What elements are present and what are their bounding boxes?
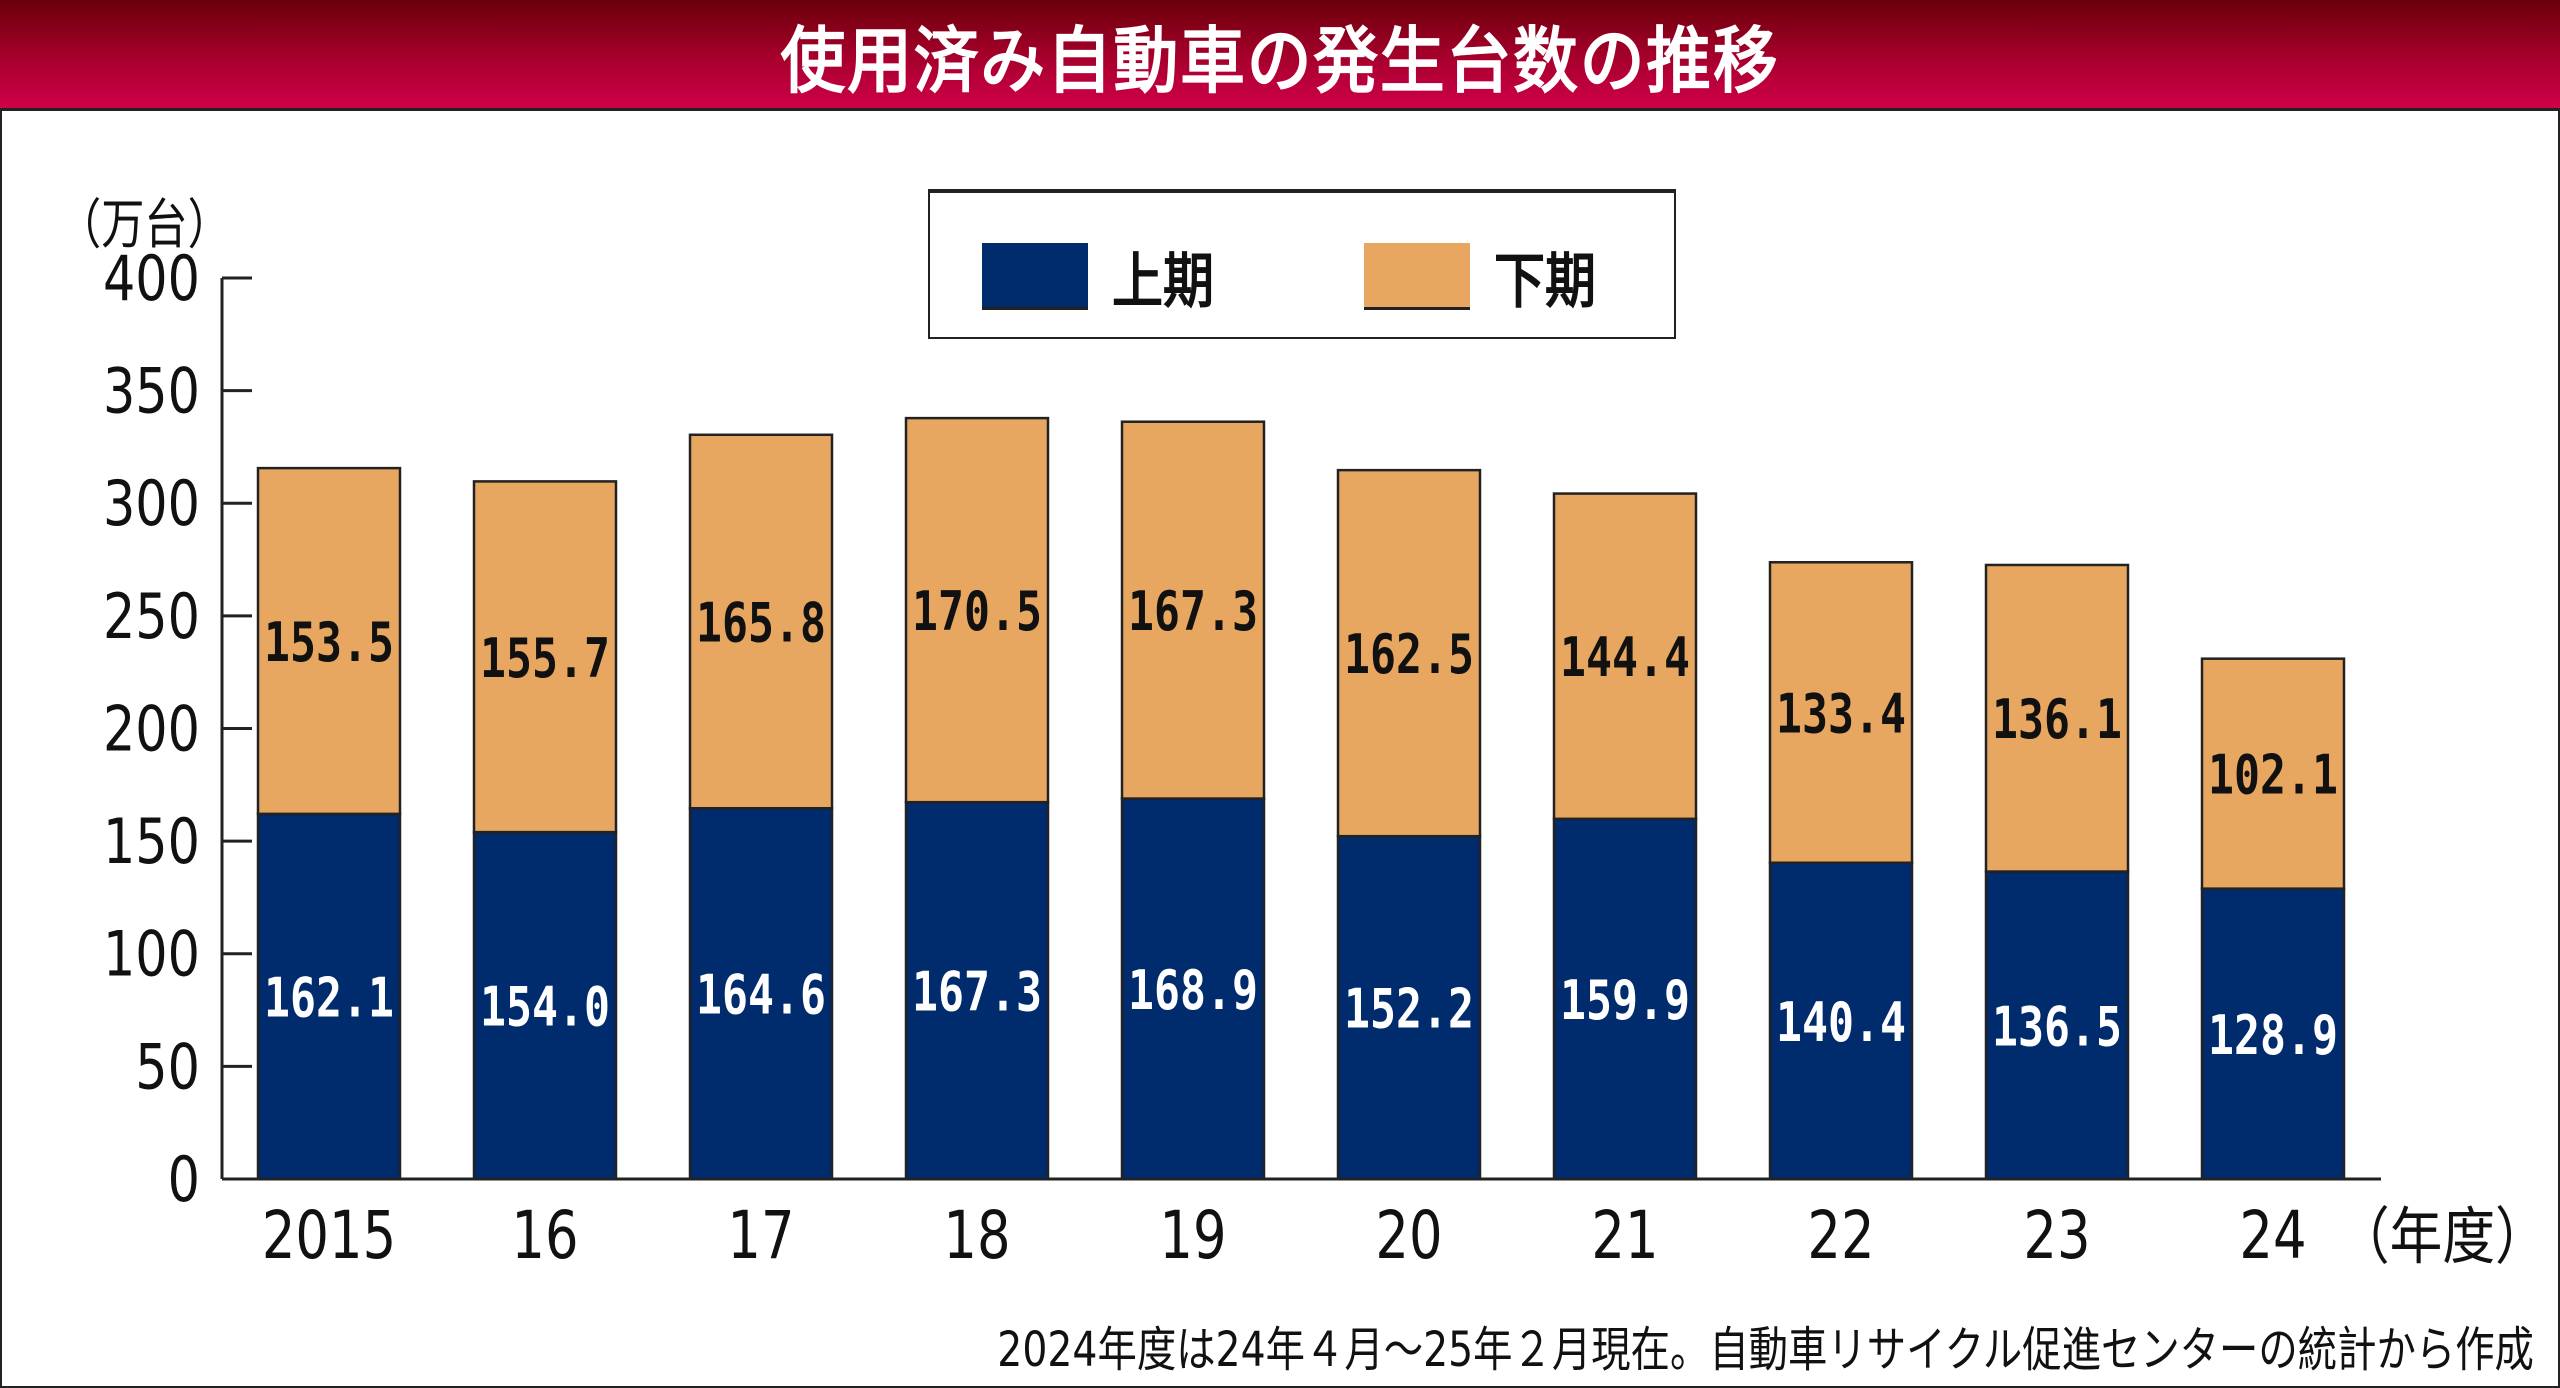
data-label-second-half: 144.4	[1560, 627, 1690, 690]
bar-first-half	[904, 800, 1050, 1181]
x-tick-label: 19	[1159, 1198, 1226, 1274]
bar-second-half	[256, 466, 402, 816]
legend-item-first-half: 上期	[982, 233, 1232, 320]
x-tick-label: 20	[1375, 1198, 1442, 1274]
data-label-first-half: 162.1	[264, 967, 394, 1030]
data-label-second-half: 153.5	[264, 611, 394, 674]
y-tick-label: 150	[103, 806, 200, 878]
data-label-first-half: 168.9	[1128, 959, 1258, 1022]
data-label-second-half: 167.3	[1128, 580, 1258, 643]
data-label-second-half: 102.1	[2208, 744, 2338, 807]
data-label-first-half: 154.0	[480, 976, 610, 1039]
y-tick-label: 100	[103, 919, 200, 991]
data-label-first-half: 128.9	[2208, 1004, 2338, 1067]
bar-first-half	[256, 812, 402, 1181]
bar-second-half	[472, 480, 618, 834]
bar-first-half	[1984, 870, 2130, 1181]
y-axis-unit-label: （万台）	[58, 193, 231, 256]
bar-second-half	[2200, 657, 2346, 890]
bar-second-half	[688, 433, 834, 810]
data-label-first-half: 136.5	[1992, 996, 2122, 1059]
bar-second-half	[1552, 492, 1698, 821]
bar-first-half	[1768, 861, 1914, 1181]
source-note: 2024年度は24年４月～25年２月現在。自動車リサイクル促進センターの統計から…	[997, 1322, 2534, 1378]
data-label-first-half: 164.6	[696, 964, 826, 1027]
y-tick-label: 400	[103, 243, 200, 315]
bar-second-half	[1768, 561, 1914, 864]
legend-swatch-first-half	[982, 243, 1088, 310]
x-tick-label: 2015	[262, 1198, 396, 1274]
bar-second-half	[904, 416, 1050, 804]
chart-title-banner: 使用済み自動車の発生台数の推移	[0, 0, 2560, 111]
legend-swatch-second-half	[1364, 243, 1470, 310]
x-tick-label: 18	[943, 1198, 1010, 1274]
y-tick-label: 200	[103, 694, 200, 766]
data-label-second-half: 136.1	[1992, 689, 2122, 752]
y-tick-label: 50	[135, 1032, 200, 1104]
data-label-second-half: 155.7	[480, 627, 610, 690]
data-label-second-half: 165.8	[696, 592, 826, 655]
x-tick-label: 23	[2023, 1198, 2090, 1274]
data-label-second-half: 133.4	[1776, 683, 1906, 746]
data-label-second-half: 170.5	[912, 580, 1042, 643]
legend-label-first-half: 上期	[1112, 247, 1214, 317]
data-label-first-half: 159.9	[1560, 969, 1690, 1032]
x-tick-label: 16	[511, 1198, 578, 1274]
bar-second-half	[1120, 420, 1266, 800]
x-axis-unit-label: （年度）	[2337, 1201, 2548, 1273]
data-label-first-half: 140.4	[1776, 991, 1906, 1054]
legend-item-second-half: 下期	[1364, 233, 1614, 320]
legend: 上期 下期	[928, 189, 1676, 339]
data-label-first-half: 152.2	[1344, 978, 1474, 1041]
bar-second-half	[1336, 468, 1482, 838]
data-label-first-half: 167.3	[912, 961, 1042, 1024]
bar-second-half	[1984, 563, 2130, 873]
y-tick-label: 350	[103, 356, 200, 428]
x-tick-label: 22	[1807, 1198, 1874, 1274]
x-tick-label: 24	[2239, 1198, 2306, 1274]
x-tick-label: 17	[727, 1198, 794, 1274]
data-label-second-half: 162.5	[1344, 623, 1474, 686]
y-tick-label: 300	[103, 468, 200, 540]
y-tick-label: 0	[168, 1144, 200, 1216]
legend-label-second-half: 下期	[1494, 247, 1596, 317]
chart-title: 使用済み自動車の発生台数の推移	[780, 18, 1780, 103]
x-tick-label: 21	[1591, 1198, 1658, 1274]
bar-first-half	[2200, 887, 2346, 1181]
y-tick-label: 250	[103, 581, 200, 653]
bar-first-half	[688, 806, 834, 1181]
